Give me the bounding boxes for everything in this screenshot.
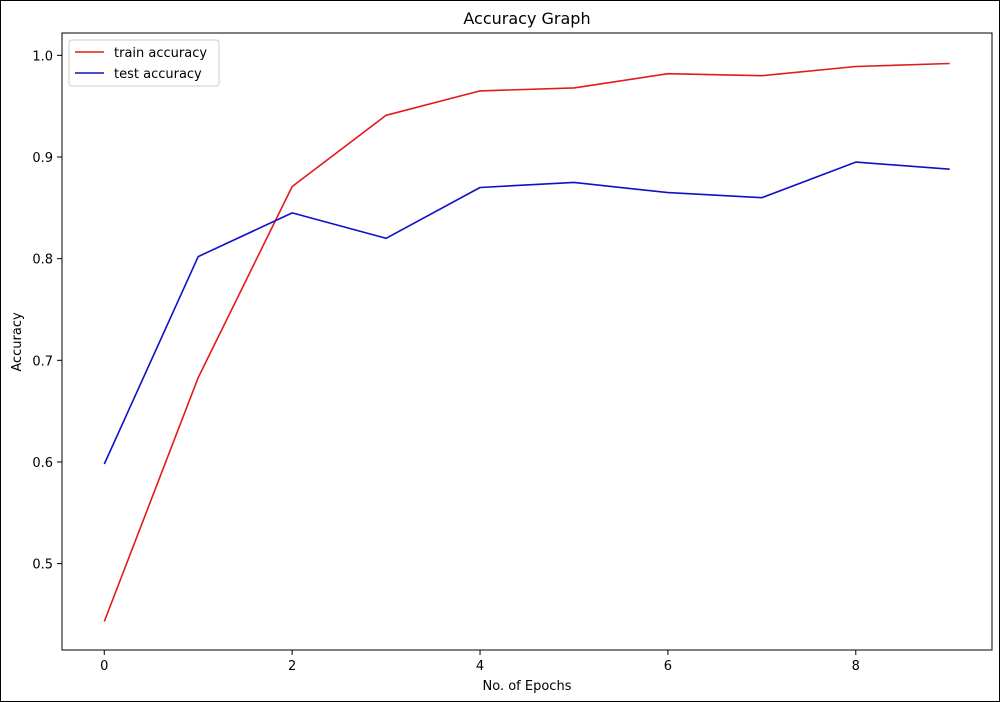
legend-label: test accuracy xyxy=(114,67,202,82)
y-tick-label: 0.9 xyxy=(32,151,53,166)
x-tick-label: 6 xyxy=(664,659,672,674)
y-tick-label: 0.8 xyxy=(32,253,53,268)
y-axis-title: Accuracy xyxy=(10,312,25,372)
x-tick-label: 0 xyxy=(100,659,108,674)
x-axis-title: No. of Epochs xyxy=(483,679,572,694)
chart-title: Accuracy Graph xyxy=(463,9,590,28)
x-tick-label: 4 xyxy=(476,659,484,674)
legend-label: train accuracy xyxy=(114,46,207,61)
series-line-train-accuracy xyxy=(103,62,950,622)
y-tick-label: 1.0 xyxy=(32,49,53,64)
axes-frame xyxy=(61,32,993,651)
y-tick-label: 0.5 xyxy=(32,558,53,573)
y-tick-label: 0.7 xyxy=(32,354,53,369)
legend: train accuracy test accuracy xyxy=(68,39,220,87)
plot-area: 0 2 4 6 8 0.5 0.6 0.7 0.8 0.9 1.0 train accuracy tes… xyxy=(32,32,993,674)
x-tick-label: 2 xyxy=(288,659,296,674)
y-tick-label: 0.6 xyxy=(32,456,53,471)
series-line-test-accuracy xyxy=(103,161,950,465)
legend-box xyxy=(68,39,220,87)
x-tick-label: 8 xyxy=(852,659,860,674)
